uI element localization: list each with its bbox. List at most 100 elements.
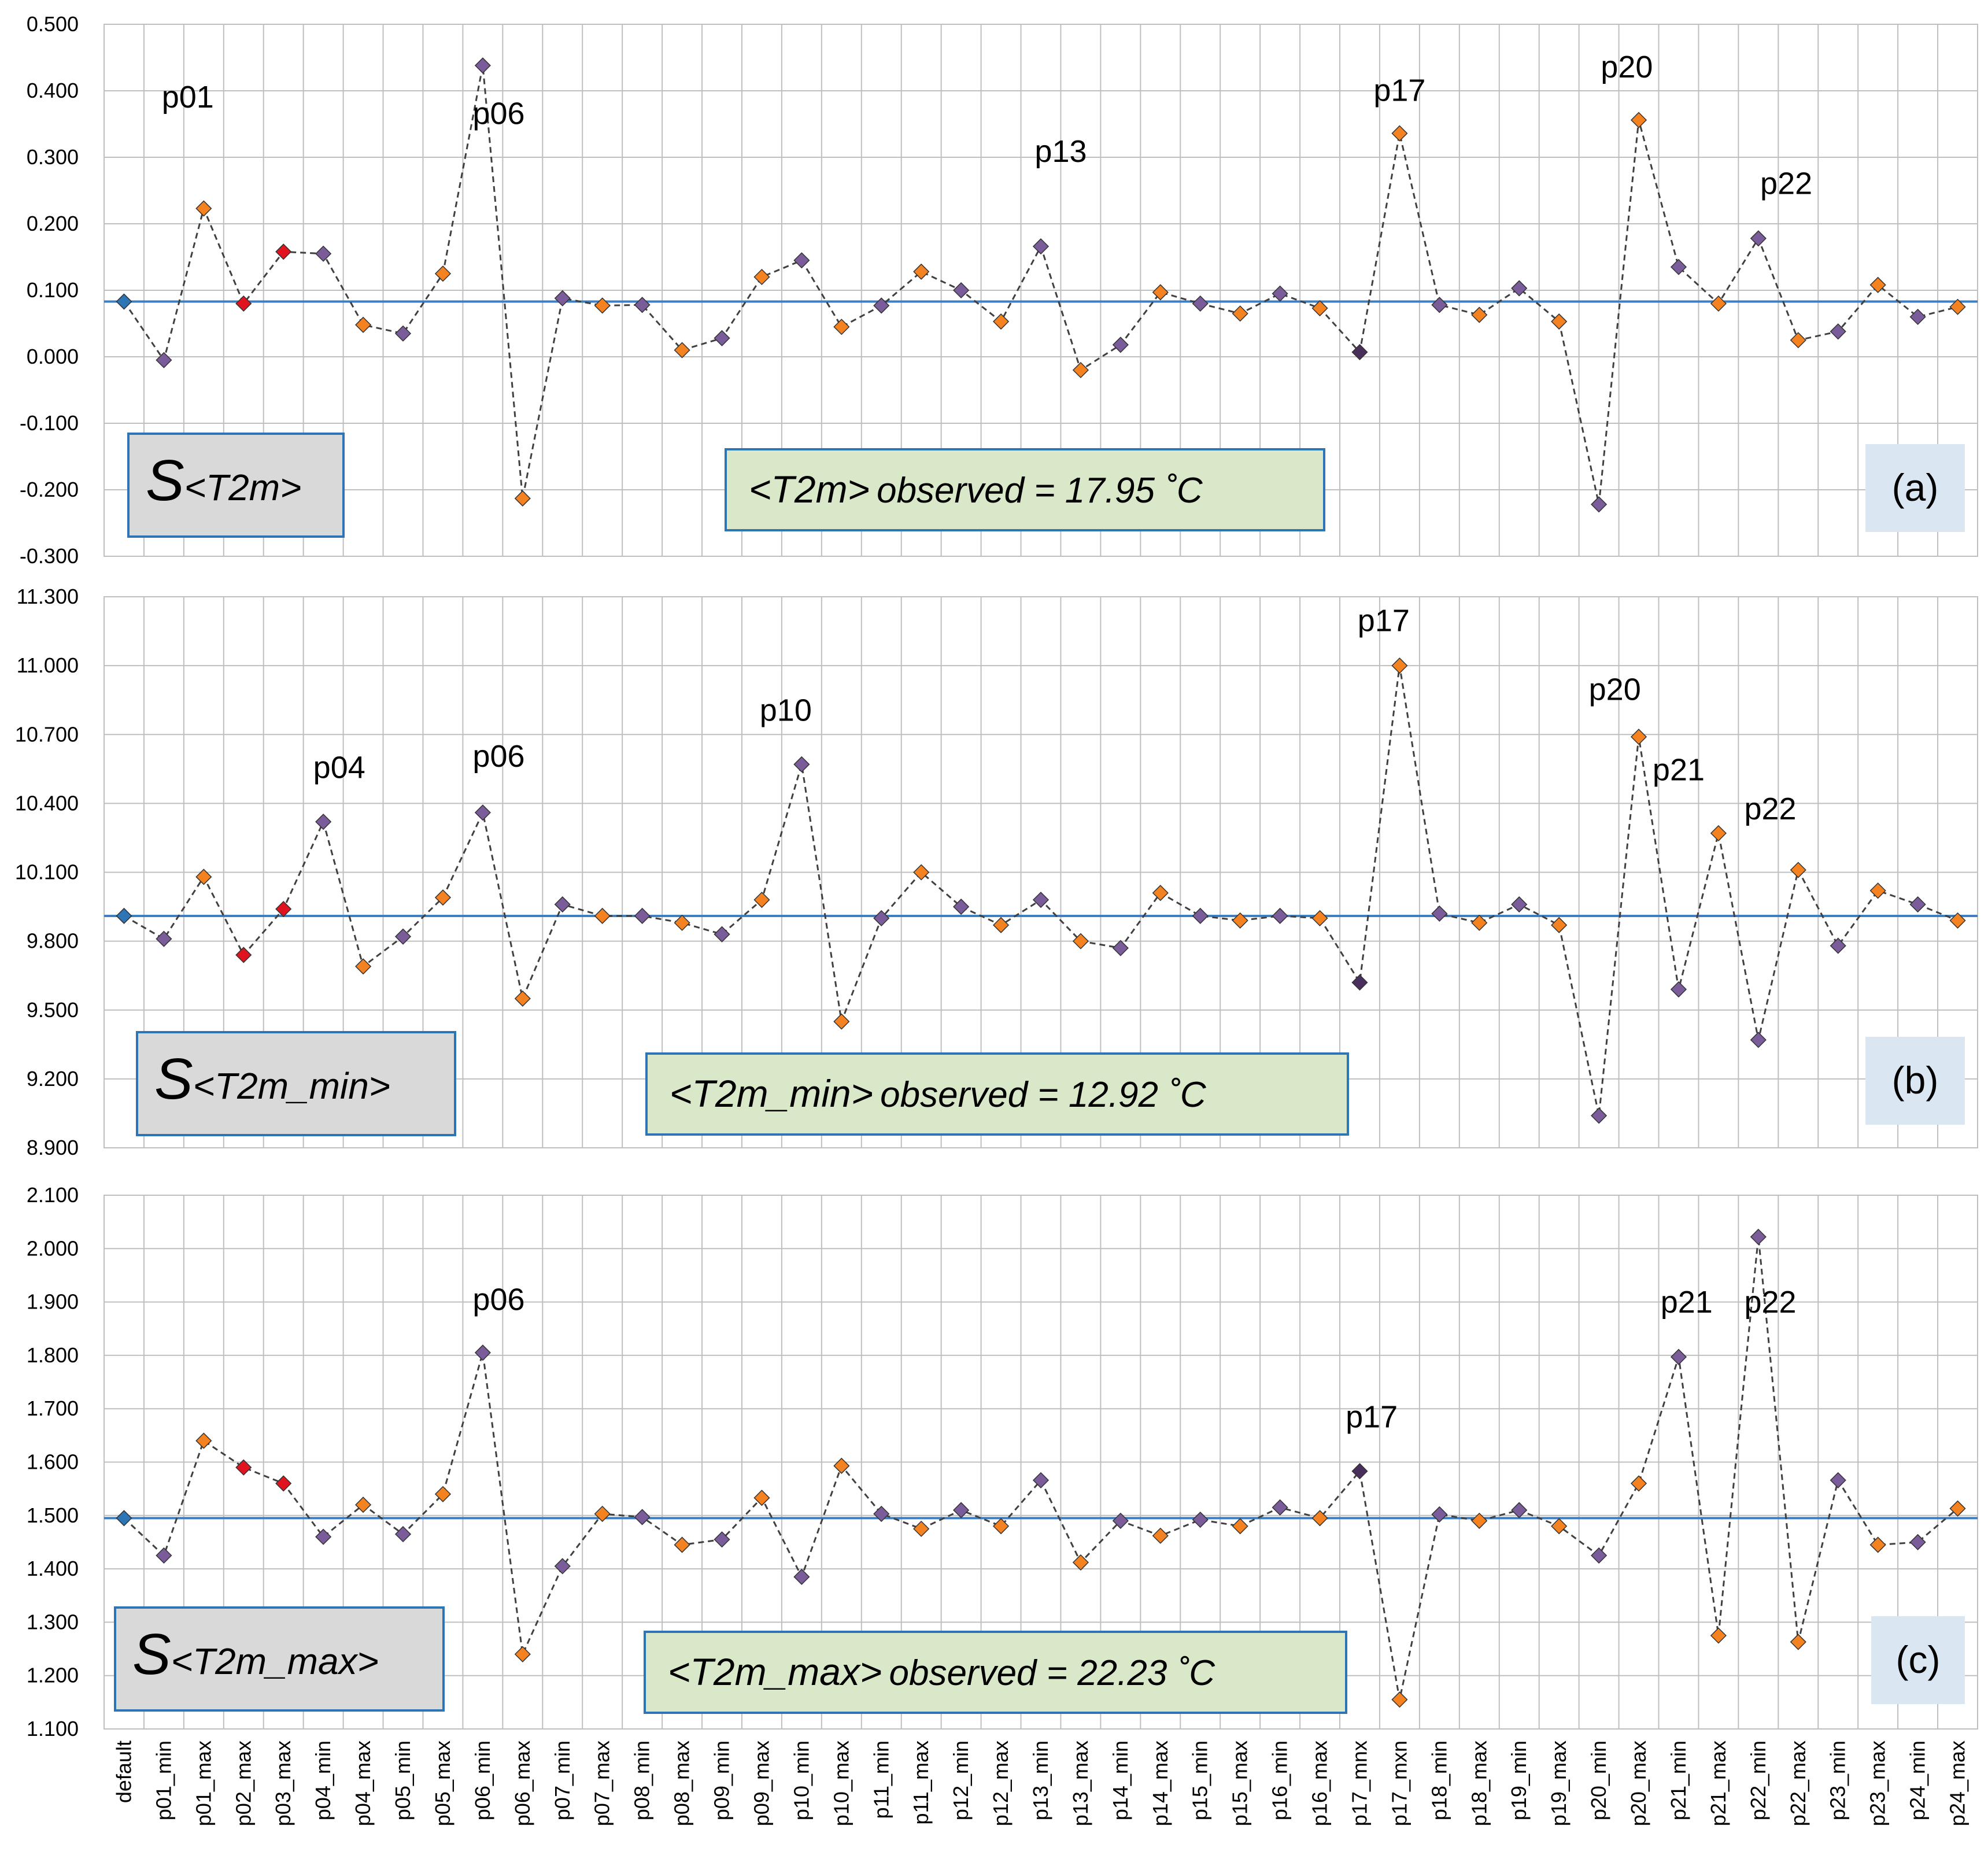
point-p19_max	[1551, 917, 1568, 933]
annotation-label: p06	[472, 739, 524, 774]
point-p06_min	[474, 1344, 491, 1361]
x-tick-label: p18_max	[1467, 1741, 1491, 1826]
point-p17_mxn	[1391, 1691, 1408, 1708]
point-p05_min	[394, 928, 412, 945]
point-p09_max	[753, 892, 770, 908]
y-tick-label: 1.600	[27, 1450, 79, 1474]
point-p17_mxn	[1391, 657, 1408, 674]
annotation-label: p13	[1034, 134, 1087, 169]
point-p02_max	[235, 1459, 252, 1476]
point-p12_min	[953, 1502, 970, 1518]
x-tick-label: p06_min	[471, 1741, 494, 1820]
point-p14_min	[1112, 940, 1129, 956]
observed-text: <T2m_min> observed = 12.92 ˚C	[670, 1072, 1207, 1115]
point-p15_max	[1232, 305, 1248, 322]
observed-variable: <T2m_max>	[668, 1650, 882, 1693]
x-tick-label: p11_max	[909, 1741, 933, 1824]
annotation-label: p21	[1661, 1285, 1713, 1320]
x-tick-label: p21_min	[1666, 1741, 1690, 1820]
x-tick-label: p14_min	[1108, 1741, 1132, 1820]
point-p13_max	[1072, 1554, 1089, 1571]
x-tick-label: p09_max	[749, 1741, 773, 1826]
point-p04_max	[355, 958, 372, 975]
point-p07_min	[554, 1558, 571, 1575]
annotation-label: p22	[1744, 792, 1796, 826]
point-p14_min	[1112, 337, 1129, 353]
point-p22_max	[1790, 862, 1806, 878]
x-tick-label: p13_max	[1069, 1741, 1092, 1826]
annotation-label: p01	[162, 80, 214, 114]
y-tick-label: 10.100	[15, 860, 79, 884]
y-tick-label: 9.200	[27, 1067, 79, 1091]
point-p15_max	[1232, 912, 1248, 929]
point-p12_min	[953, 282, 970, 299]
observed-variable: <T2m_min>	[670, 1072, 873, 1115]
point-p16_max	[1311, 1510, 1328, 1527]
x-tick-label: p06_max	[511, 1741, 534, 1826]
sensitivity-label-box	[127, 433, 345, 538]
annotation-label: p17	[1358, 604, 1410, 638]
annotation-label: p17	[1346, 1400, 1398, 1435]
x-tick-label: p11_min	[869, 1741, 893, 1819]
point-p09_min	[714, 1531, 730, 1548]
sensitivity-variable: <T2m>	[184, 467, 302, 508]
x-tick-label: p17_mxn	[1387, 1741, 1411, 1826]
point-p05_max	[434, 1486, 452, 1502]
point-p04_max	[355, 1497, 372, 1513]
x-tick-label: p10_min	[789, 1741, 813, 1820]
point-p21_max	[1710, 1627, 1727, 1644]
point-p23_max	[1869, 882, 1886, 899]
y-tick-label: 1.400	[27, 1557, 79, 1580]
point-p24_min	[1909, 896, 1926, 913]
point-p22_max	[1790, 332, 1806, 349]
x-tick-label: p14_max	[1148, 1741, 1172, 1826]
x-tick-label: p21_max	[1706, 1741, 1730, 1826]
sensitivity-symbol: S	[146, 448, 184, 513]
point-p18_max	[1471, 1512, 1488, 1529]
annotation-label: p20	[1589, 673, 1641, 707]
point-p01_min	[156, 930, 172, 947]
y-tick-label: 9.500	[27, 998, 79, 1022]
point-p11_min	[873, 910, 890, 926]
x-tick-label: p18_min	[1427, 1741, 1451, 1820]
x-tick-label: p03_max	[271, 1741, 295, 1826]
x-tick-label: p10_max	[829, 1741, 853, 1826]
point-p08_max	[674, 914, 690, 931]
annotation-label: p06	[472, 1282, 524, 1317]
point-p08_min	[634, 297, 651, 313]
point-p22_min	[1750, 1228, 1767, 1246]
y-tick-label: 10.400	[15, 791, 79, 815]
annotation-label: p04	[313, 751, 365, 785]
annotation-label: p22	[1760, 166, 1812, 201]
point-p18_min	[1431, 905, 1448, 922]
point-p13_min	[1032, 238, 1050, 255]
observed-box	[645, 1052, 1349, 1136]
point-p10_max	[833, 1013, 850, 1030]
point-p14_max	[1152, 885, 1169, 901]
point-p19_min	[1511, 1502, 1528, 1518]
point-p13_max	[1072, 361, 1089, 379]
x-tick-label: p02_max	[231, 1741, 255, 1826]
point-p03_max	[275, 243, 292, 260]
point-p09_min	[714, 926, 730, 943]
point-p04_min	[315, 814, 332, 830]
y-tick-label: -0.100	[20, 411, 79, 435]
point-p07_max	[594, 907, 611, 925]
annotation-label: p21	[1653, 753, 1705, 788]
x-tick-label: p20_max	[1627, 1741, 1650, 1826]
observed-value: observed = 12.92 ˚C	[880, 1075, 1207, 1115]
y-tick-label: 1.700	[27, 1396, 79, 1420]
sensitivity-label: S<T2m_max>	[132, 1622, 379, 1687]
point-p18_max	[1471, 306, 1488, 323]
y-tick-label: 8.900	[27, 1136, 79, 1159]
point-p15_min	[1192, 907, 1209, 925]
point-p09_max	[753, 268, 770, 286]
y-tick-label: 0.200	[27, 212, 79, 235]
point-p16_min	[1272, 1499, 1288, 1516]
x-tick-label: p24_max	[1946, 1741, 1969, 1826]
point-p24_max	[1949, 298, 1966, 315]
point-p19_max	[1551, 1518, 1568, 1535]
point-p21_min	[1670, 1348, 1687, 1365]
point-p10_min	[793, 1568, 810, 1586]
